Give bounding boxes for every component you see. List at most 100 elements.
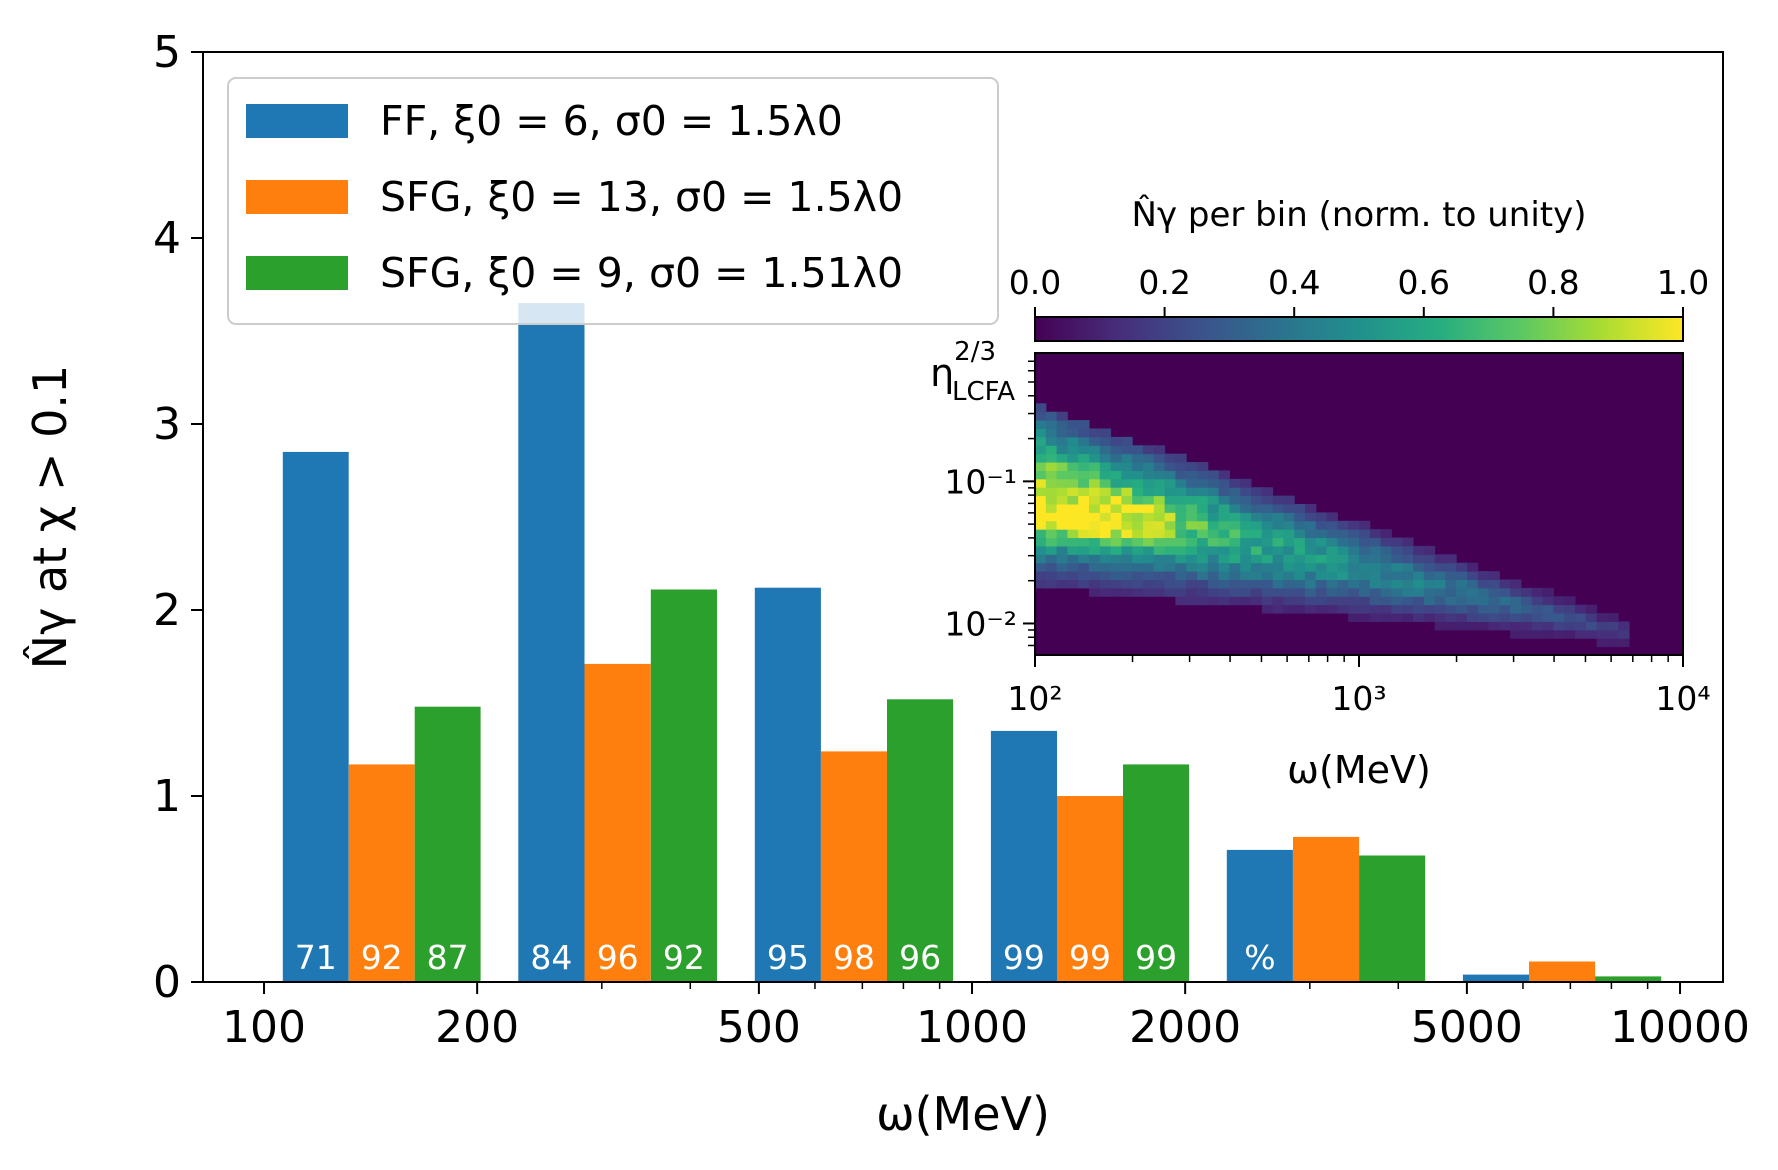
- heatmap-cell: [1045, 478, 1058, 488]
- heatmap-cell: [1521, 587, 1533, 597]
- heatmap-cell: [1056, 495, 1068, 505]
- legend-entry-label: SFG, ξ0 = 13, σ0 = 1.5λ0: [380, 173, 903, 221]
- heatmap-cell: [1510, 604, 1522, 614]
- heatmap-cell: [1207, 571, 1220, 580]
- heatmap-cell: [1510, 629, 1522, 639]
- bar-annotation-bin3-s1: 95: [767, 938, 809, 977]
- bar-ff-bin3: [754, 587, 821, 982]
- heatmap-cell: [1078, 545, 1090, 555]
- heatmap-cell: [1197, 571, 1209, 580]
- heatmap-cell: [1477, 604, 1490, 614]
- heatmap-cell: [1542, 587, 1554, 597]
- heatmap-cell: [1218, 571, 1230, 580]
- heatmap-cell: [1456, 579, 1468, 589]
- bar-sfg13-bin3: [820, 751, 887, 982]
- heatmap-cell: [1564, 604, 1576, 614]
- heatmap-cell: [1531, 629, 1544, 639]
- heatmap-cell: [1078, 512, 1090, 522]
- heatmap-cell: [1045, 495, 1058, 505]
- heatmap-cell: [1164, 529, 1176, 539]
- heatmap-cell: [1207, 495, 1220, 505]
- heatmap-cell: [1089, 487, 1101, 497]
- heatmap-cell: [1153, 470, 1166, 480]
- legend-entry-label: SFG, ξ0 = 9, σ0 = 1.51λ0: [380, 249, 903, 297]
- heatmap-cell: [1240, 478, 1252, 488]
- heatmap-cell: [1413, 554, 1425, 564]
- heatmap-cell: [1434, 621, 1446, 631]
- heatmap-cell: [1477, 579, 1490, 589]
- heatmap-cell: [1391, 545, 1403, 555]
- heatmap-cell: [1305, 512, 1317, 522]
- heatmap-cell: [1143, 453, 1155, 463]
- heatmap-cell: [1607, 629, 1619, 639]
- heatmap-cell: [1132, 537, 1144, 547]
- heatmap-cell: [1326, 520, 1338, 530]
- heatmap-cell: [1035, 529, 1047, 539]
- heatmap-cell: [1391, 554, 1403, 564]
- heatmap-cell: [1045, 537, 1058, 547]
- x-tick-label: 100: [222, 1002, 306, 1053]
- heatmap-cell: [1326, 579, 1338, 589]
- bar-annotation-bin3-s2: 98: [833, 938, 875, 977]
- heatmap-cell: [1391, 604, 1403, 614]
- heatmap-cell: [1045, 470, 1058, 480]
- bar-ff-bin4: [990, 730, 1057, 982]
- heatmap-cell: [1143, 520, 1155, 530]
- bar-annotation-bin5-s1: %: [1244, 938, 1275, 977]
- heatmap-cell: [1121, 495, 1133, 505]
- heatmap-cell: [1445, 604, 1457, 614]
- heatmap-cell: [1164, 495, 1176, 505]
- heatmap-cell: [1035, 495, 1047, 505]
- heatmap-cell: [1045, 504, 1058, 513]
- heatmap-cell: [1045, 562, 1058, 572]
- heatmap-cell: [1369, 545, 1382, 555]
- heatmap-cell: [1413, 604, 1425, 614]
- heatmap-cell: [1099, 487, 1112, 497]
- heatmap-cell: [1315, 520, 1328, 530]
- heatmap-cell: [1380, 554, 1392, 564]
- heatmap-cell: [1121, 478, 1133, 488]
- heatmap-cell: [1186, 478, 1198, 488]
- heatmap-cell: [1521, 621, 1533, 631]
- bar-annotation-bin2-s3: 92: [663, 938, 705, 977]
- heatmap-cell: [1045, 428, 1058, 438]
- heatmap-cell: [1218, 537, 1230, 547]
- heatmap-cell: [1315, 579, 1328, 589]
- heatmap-cell: [1229, 587, 1241, 597]
- heatmap-cell: [1337, 596, 1349, 606]
- heatmap-cell: [1348, 596, 1360, 606]
- heatmap-cell: [1315, 512, 1328, 522]
- heatmap-cell: [1380, 613, 1392, 622]
- heatmap-cell: [1575, 629, 1587, 639]
- heatmap-cell: [1143, 537, 1155, 547]
- heatmap-cell: [1510, 579, 1522, 589]
- main-plot: 71 92 87 84 96 92 95 98 96 99 99 99 %100 200 500 1000 20…: [23, 27, 1750, 1141]
- heatmap-cell: [1542, 613, 1554, 622]
- heatmap-cell: [1596, 613, 1608, 622]
- heatmap-cell: [1218, 562, 1230, 572]
- heatmap-cell: [1089, 478, 1101, 488]
- heatmap-cell: [1585, 621, 1598, 631]
- heatmap-cell: [1089, 445, 1101, 455]
- heatmap-cell: [1143, 512, 1155, 522]
- heatmap-cell: [1348, 537, 1360, 547]
- heatmap-cell: [1488, 587, 1500, 597]
- heatmap-cell: [1099, 512, 1112, 522]
- heatmap-cell: [1369, 529, 1382, 539]
- heatmap-cell: [1402, 587, 1414, 597]
- heatmap-cell: [1110, 470, 1122, 480]
- heatmap-cell: [1434, 604, 1446, 614]
- heatmap-cell: [1251, 554, 1263, 564]
- bar-annotation-bin4-s2: 99: [1069, 938, 1111, 977]
- heatmap-cell: [1186, 487, 1198, 497]
- heatmap-cell: [1218, 596, 1230, 606]
- heatmap-cell: [1078, 504, 1090, 513]
- heatmap-cell: [1035, 562, 1047, 572]
- heatmap-cell: [1197, 520, 1209, 530]
- heatmap-cell: [1423, 562, 1436, 572]
- heatmap-cell: [1121, 470, 1133, 480]
- heatmap-cell: [1045, 420, 1058, 429]
- heatmap-cell: [1564, 629, 1576, 639]
- heatmap-cell: [1056, 478, 1068, 488]
